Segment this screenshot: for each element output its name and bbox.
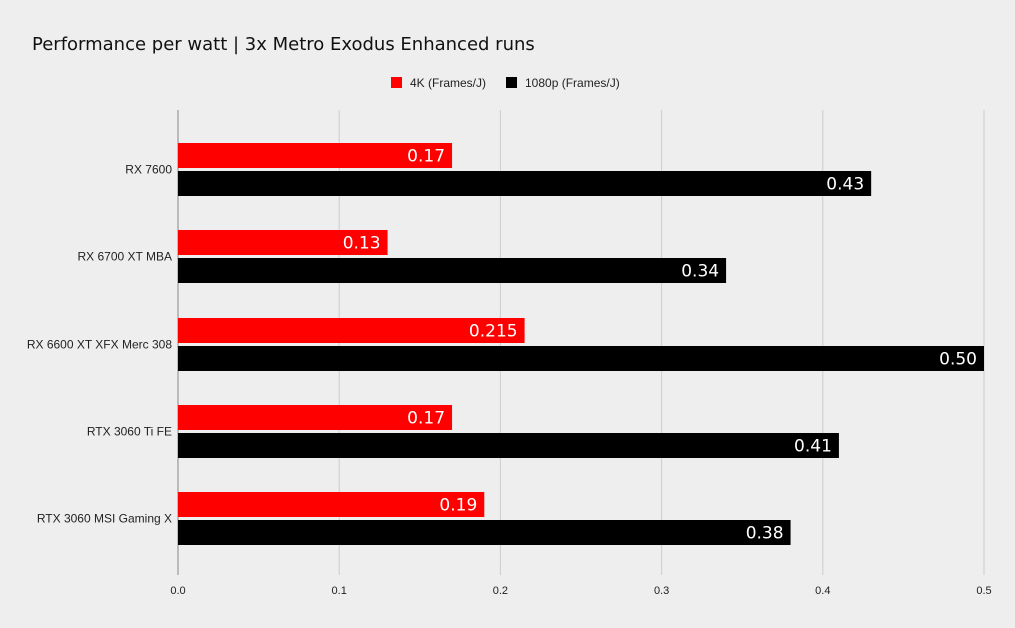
bar-value-label: 0.34 — [681, 262, 719, 282]
category-label: RTX 3060 MSI Gaming X — [37, 512, 172, 526]
bar-value-label: 0.17 — [407, 409, 445, 429]
legend-item: 4K (Frames/J) — [391, 76, 486, 90]
x-tick-label: 0.1 — [332, 585, 347, 597]
legend-item: 1080p (Frames/J) — [506, 76, 620, 90]
category-label: RX 6700 XT MBA — [78, 250, 173, 264]
legend: 4K (Frames/J) 1080p (Frames/J) — [391, 76, 620, 90]
chart-title: Performance per watt | 3x Metro Exodus E… — [32, 34, 535, 55]
bar — [178, 171, 872, 196]
bar-value-label: 0.50 — [939, 350, 977, 370]
x-tick-label: 0.2 — [493, 585, 508, 597]
bar — [178, 258, 727, 283]
x-tick-label: 0.3 — [654, 585, 669, 597]
bar — [178, 520, 791, 545]
bars — [178, 143, 984, 545]
x-axis-ticks: 0.0 0.1 0.2 0.3 0.4 0.5 — [170, 585, 991, 597]
bar-value-label: 0.38 — [746, 524, 784, 544]
category-label: RX 6600 XT XFX Merc 308 — [27, 338, 173, 352]
bar-value-label: 0.17 — [407, 147, 445, 167]
category-label: RX 7600 — [125, 163, 172, 177]
bar — [178, 318, 525, 343]
bar-value-label: 0.13 — [343, 234, 381, 254]
bar — [178, 230, 388, 255]
legend-label: 1080p (Frames/J) — [525, 76, 620, 90]
category-labels: RX 7600 RX 6700 XT MBA RX 6600 XT XFX Merc… — [27, 163, 173, 526]
category-label: RTX 3060 Ti FE — [87, 425, 172, 439]
bar-value-label: 0.43 — [826, 175, 864, 195]
bar-value-label: 0.215 — [469, 322, 518, 342]
bar-value-label: 0.41 — [794, 437, 832, 457]
bar — [178, 405, 453, 430]
bar-value-label: 0.19 — [439, 496, 477, 516]
legend-swatch — [391, 77, 402, 88]
bar — [178, 492, 485, 517]
x-tick-label: 0.0 — [170, 585, 185, 597]
bar — [178, 143, 453, 168]
bar — [178, 433, 839, 458]
legend-label: 4K (Frames/J) — [410, 76, 486, 90]
legend-swatch — [506, 77, 517, 88]
bar — [178, 346, 984, 371]
value-labels: 0.17 0.43 0.13 0.34 0.215 0.50 0.17 0.41 0.19 0.3… — [343, 147, 977, 544]
x-tick-label: 0.5 — [976, 585, 991, 597]
x-tick-label: 0.4 — [815, 585, 830, 597]
